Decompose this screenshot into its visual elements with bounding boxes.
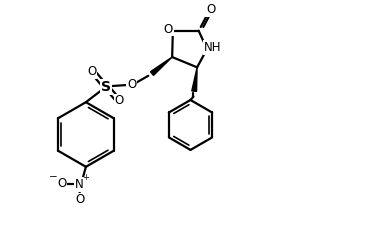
Text: O: O [164, 23, 173, 36]
Text: NH: NH [204, 41, 222, 54]
Text: O: O [127, 78, 137, 92]
Text: O: O [88, 65, 97, 78]
Text: O: O [206, 3, 215, 16]
Text: S: S [101, 80, 111, 94]
Text: O: O [114, 94, 124, 107]
Polygon shape [151, 57, 172, 76]
Text: O: O [75, 193, 85, 206]
Text: −: − [48, 172, 57, 182]
Text: +: + [82, 173, 88, 182]
Text: O: O [57, 177, 66, 190]
Polygon shape [192, 67, 197, 92]
Text: N: N [75, 178, 84, 191]
